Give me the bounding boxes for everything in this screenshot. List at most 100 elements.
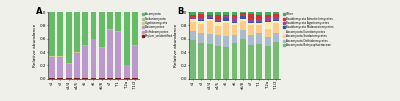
Bar: [207, 18, 213, 19]
Bar: [99, 78, 105, 79]
Bar: [256, 12, 262, 15]
Bar: [223, 47, 229, 79]
Bar: [240, 30, 246, 39]
Bar: [265, 21, 270, 22]
Bar: [248, 35, 254, 45]
Bar: [248, 45, 254, 79]
Bar: [58, 77, 63, 78]
Bar: [248, 25, 254, 35]
Text: A: A: [36, 7, 43, 16]
Bar: [232, 12, 238, 15]
Bar: [265, 22, 270, 29]
Bar: [215, 35, 221, 46]
Bar: [190, 15, 196, 17]
Bar: [107, 30, 113, 77]
Bar: [223, 23, 229, 36]
Bar: [215, 46, 221, 79]
Legend: Ascomycota, Sordariomycota, Glyphaeomycota, Blastomycetes, Dothideomycetes, Phyl: Ascomycota, Sordariomycota, Glyphaeomyco…: [142, 12, 173, 38]
Bar: [207, 12, 213, 15]
Bar: [58, 57, 63, 77]
Bar: [240, 21, 246, 30]
Bar: [58, 12, 63, 56]
Bar: [256, 15, 262, 19]
Bar: [215, 12, 221, 15]
Bar: [66, 12, 72, 63]
Bar: [273, 21, 279, 23]
Bar: [215, 15, 221, 19]
Bar: [256, 44, 262, 79]
Bar: [82, 77, 88, 78]
Bar: [256, 22, 262, 23]
Bar: [207, 34, 213, 44]
Text: B: B: [177, 7, 184, 16]
Bar: [232, 43, 238, 79]
Bar: [248, 20, 254, 22]
Bar: [240, 13, 246, 15]
Bar: [99, 77, 105, 78]
Bar: [265, 29, 270, 37]
Bar: [49, 12, 55, 56]
Bar: [82, 46, 88, 77]
Bar: [273, 33, 279, 42]
Bar: [198, 20, 204, 21]
Bar: [107, 11, 113, 29]
Bar: [215, 21, 221, 22]
Bar: [273, 23, 279, 33]
Bar: [49, 56, 55, 57]
Bar: [107, 78, 113, 79]
Bar: [198, 24, 204, 33]
Bar: [273, 17, 279, 20]
Bar: [124, 77, 130, 78]
Bar: [198, 33, 204, 43]
Bar: [49, 78, 55, 79]
Bar: [232, 25, 238, 35]
Bar: [82, 78, 88, 79]
Bar: [82, 45, 88, 46]
Bar: [232, 15, 238, 17]
Bar: [74, 53, 80, 77]
Bar: [132, 12, 138, 45]
Bar: [265, 12, 270, 15]
Bar: [99, 47, 105, 48]
Bar: [248, 12, 254, 14]
Bar: [190, 40, 196, 79]
Bar: [99, 48, 105, 77]
Bar: [240, 12, 246, 13]
Bar: [223, 36, 229, 47]
Bar: [256, 19, 262, 22]
Bar: [273, 12, 279, 14]
Bar: [223, 16, 229, 18]
Bar: [90, 77, 96, 78]
Bar: [223, 18, 229, 21]
Bar: [107, 29, 113, 30]
Y-axis label: Relative abundance: Relative abundance: [174, 24, 178, 67]
Bar: [58, 56, 63, 57]
Bar: [124, 78, 130, 79]
Bar: [240, 19, 246, 21]
Bar: [207, 16, 213, 18]
Bar: [66, 78, 72, 79]
Bar: [58, 78, 63, 79]
Bar: [115, 77, 121, 78]
Bar: [240, 15, 246, 16]
Bar: [66, 64, 72, 77]
Y-axis label: Relative abundance: Relative abundance: [33, 24, 37, 67]
Bar: [115, 78, 121, 79]
Bar: [198, 21, 204, 24]
Bar: [240, 39, 246, 79]
Bar: [265, 17, 270, 21]
Bar: [124, 11, 130, 65]
Bar: [66, 63, 72, 64]
Bar: [90, 39, 96, 77]
Bar: [223, 15, 229, 16]
Bar: [74, 78, 80, 79]
Bar: [207, 19, 213, 21]
Bar: [256, 25, 262, 33]
Bar: [215, 19, 221, 21]
Bar: [207, 21, 213, 34]
Bar: [273, 14, 279, 17]
Bar: [74, 52, 80, 53]
Bar: [265, 46, 270, 79]
Bar: [223, 12, 229, 15]
Bar: [49, 57, 55, 77]
